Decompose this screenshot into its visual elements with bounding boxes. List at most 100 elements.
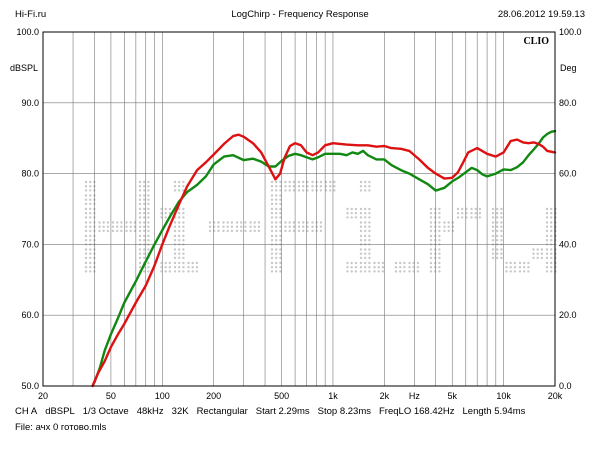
watermark-dot: [173, 256, 177, 260]
watermark-dot: [536, 256, 539, 260]
watermark-dot: [182, 180, 185, 184]
watermark-dot: [270, 266, 274, 269]
watermark-dot: [399, 266, 402, 269]
watermark-dot: [350, 266, 353, 269]
watermark-dot: [89, 239, 92, 242]
watermark-dot: [364, 252, 367, 255]
header-timestamp: 28.06.2012 19.59.13: [497, 9, 585, 20]
watermark-dot: [133, 225, 137, 228]
watermark-dot: [288, 185, 291, 188]
watermark-dot: [333, 189, 336, 192]
watermark-dot: [364, 189, 367, 192]
watermark-dot: [173, 229, 177, 233]
watermark-dot: [284, 229, 287, 233]
x-tick-label: 2k: [380, 391, 390, 401]
watermark-dot: [550, 248, 553, 251]
watermark-dot: [350, 212, 353, 215]
watermark-dot: [178, 248, 181, 251]
watermark-dot: [138, 202, 142, 206]
watermark-dot: [297, 229, 301, 233]
watermark-dot: [447, 225, 450, 228]
watermark-dot: [434, 261, 437, 265]
watermark-dot: [89, 225, 92, 228]
watermark-dot: [354, 270, 358, 273]
watermark-dot: [147, 229, 150, 233]
watermark-dot: [89, 189, 92, 192]
watermark-dot: [84, 185, 88, 188]
watermark-dot: [138, 221, 142, 224]
watermark-dot: [443, 225, 446, 228]
watermark-dot: [275, 189, 278, 192]
watermark-dot: [111, 229, 115, 233]
watermark-dot: [545, 212, 549, 215]
watermark-dot: [89, 198, 92, 201]
watermark-dot: [275, 180, 278, 184]
watermark-dot: [364, 180, 367, 184]
watermark-dot: [416, 266, 420, 269]
watermark-dot: [550, 261, 553, 265]
watermark-dot: [545, 239, 549, 242]
watermark-dot: [438, 212, 441, 215]
watermark-dot: [217, 229, 220, 233]
watermark-dot: [270, 202, 274, 206]
watermark-dot: [257, 221, 261, 224]
watermark-dot: [532, 248, 535, 251]
watermark-dot: [491, 252, 495, 255]
watermark-dot: [394, 266, 398, 269]
watermark-dot: [364, 261, 367, 265]
watermark-dot: [182, 225, 185, 228]
watermark-dot: [461, 216, 464, 219]
watermark-dot: [270, 180, 274, 184]
watermark-dot: [429, 229, 433, 233]
watermark-dot: [434, 212, 437, 215]
watermark-dot: [147, 216, 150, 219]
watermark-dot: [182, 221, 185, 224]
watermark-dot: [138, 256, 142, 260]
watermark-dot: [429, 270, 433, 273]
watermark-dot: [364, 225, 367, 228]
watermark-dot: [359, 189, 363, 192]
watermark-dot: [403, 261, 406, 265]
watermark-dot: [89, 207, 92, 211]
watermark-dot: [447, 229, 450, 233]
watermark-dot: [545, 261, 549, 265]
watermark-dot: [364, 256, 367, 260]
watermark-dot: [491, 229, 495, 233]
watermark-dot: [270, 261, 274, 265]
watermark-dot: [279, 256, 282, 260]
watermark-dot: [182, 207, 185, 211]
watermark-dot: [438, 221, 441, 224]
watermark-dot: [249, 221, 252, 224]
parameter-item: FreqLO 168.42Hz: [379, 406, 455, 417]
watermark-dot: [84, 270, 88, 273]
watermark-dot: [550, 239, 553, 242]
watermark-dot: [470, 212, 473, 215]
watermark-dot: [270, 252, 274, 255]
watermark-dot: [279, 185, 282, 188]
watermark-dot: [438, 248, 441, 251]
watermark-dot: [147, 185, 150, 188]
watermark-dot: [84, 202, 88, 206]
watermark-dot: [364, 270, 367, 273]
watermark-dot: [178, 225, 181, 228]
watermark-dot: [257, 225, 261, 228]
watermark-dot: [164, 212, 167, 215]
watermark-dot: [191, 266, 194, 269]
watermark-dot: [138, 207, 142, 211]
watermark-dot: [138, 198, 142, 201]
watermark-dot: [381, 266, 385, 269]
watermark-dot: [147, 212, 150, 215]
watermark-dot: [359, 239, 363, 242]
watermark-dot: [279, 198, 282, 201]
watermark-dot: [120, 229, 123, 233]
watermark-dot: [143, 216, 146, 219]
watermark-dot: [434, 234, 437, 238]
watermark-dot: [143, 185, 146, 188]
watermark-dot: [518, 266, 522, 269]
watermark-dot: [102, 229, 105, 233]
watermark-dot: [143, 212, 146, 215]
watermark-dot: [292, 221, 296, 224]
watermark-dot: [292, 229, 296, 233]
watermark-dot: [496, 256, 499, 260]
